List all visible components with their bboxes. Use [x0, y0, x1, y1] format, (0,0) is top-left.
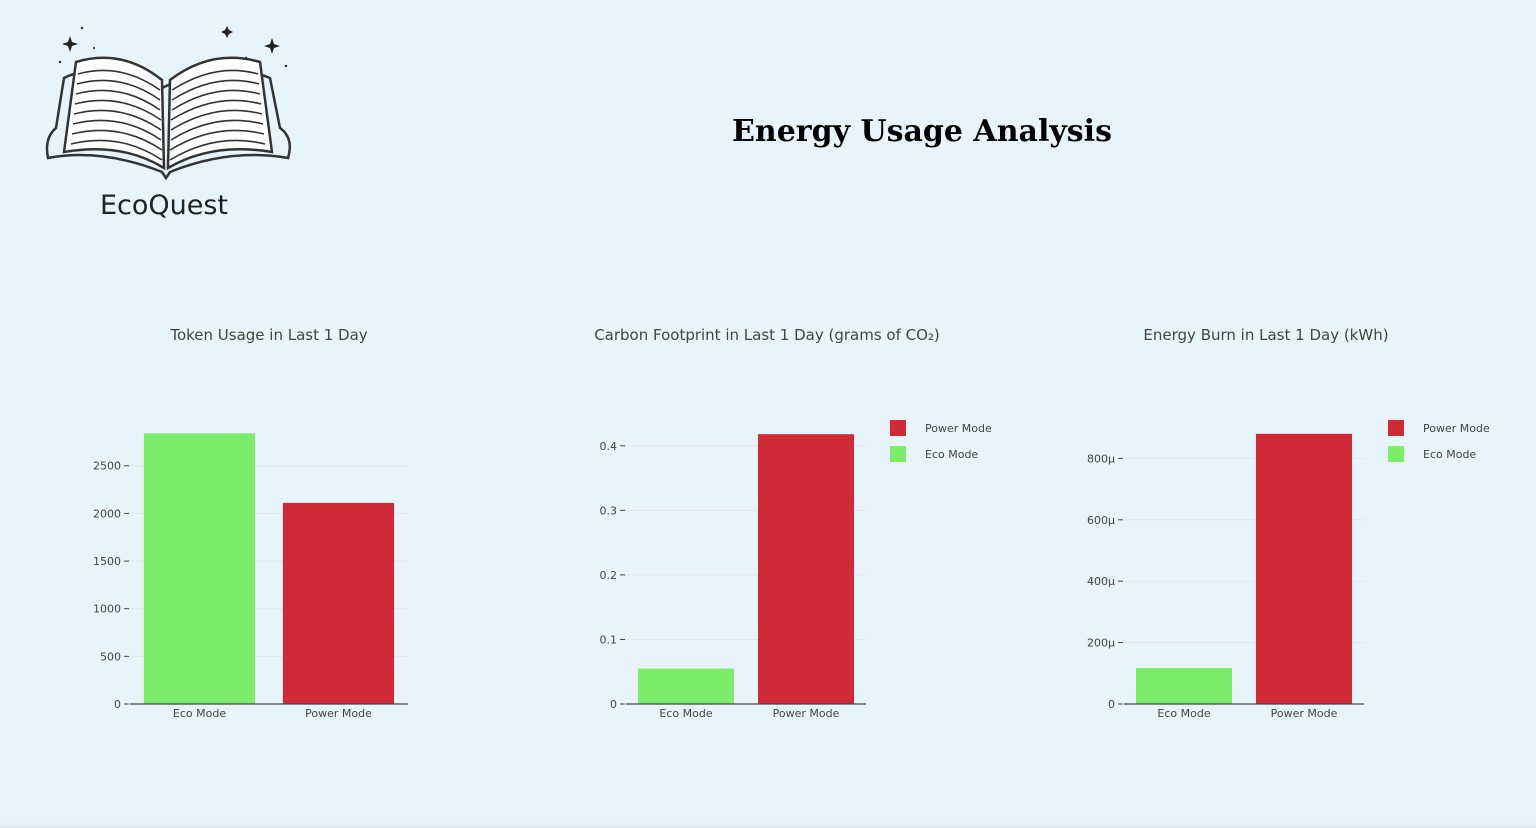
chart-title: Energy Burn in Last 1 Day (kWh) [1143, 326, 1388, 344]
x-tick-label: Power Mode [305, 707, 372, 720]
bar-eco-mode[interactable] [1136, 668, 1232, 704]
bar-power-mode[interactable] [1256, 433, 1352, 704]
x-tick-label: Power Mode [1271, 707, 1338, 720]
page-bottom-edge [0, 822, 1536, 828]
y-tick-label: 0.1 [600, 633, 618, 646]
bar-power-mode[interactable] [758, 434, 854, 704]
legend-swatch[interactable] [890, 420, 906, 436]
legend-swatch[interactable] [890, 446, 906, 462]
bar-power-mode[interactable] [282, 502, 395, 704]
y-tick-label: 2000 [93, 507, 121, 520]
bar-eco-mode[interactable] [638, 668, 734, 705]
y-tick-label: 0 [1108, 698, 1115, 711]
open-book-icon [45, 26, 291, 181]
legend-swatch[interactable] [1388, 420, 1404, 436]
y-tick-label: 0.4 [600, 440, 618, 453]
x-tick-label: Eco Mode [173, 707, 226, 720]
legend-label[interactable]: Eco Mode [1423, 448, 1476, 461]
token-usage-chart: Token Usage in Last 1 Day 0 500 1000 1500 200… [64, 320, 544, 740]
y-tick-label: 0 [610, 698, 617, 711]
page-title: Energy Usage Analysis [732, 114, 1112, 149]
chart-title: Carbon Footprint in Last 1 Day (grams of… [594, 326, 940, 344]
x-tick-label: Eco Mode [659, 707, 712, 720]
legend-label[interactable]: Power Mode [1423, 422, 1490, 435]
x-tick-label: Power Mode [773, 707, 840, 720]
y-tick-label: 400μ [1087, 575, 1115, 588]
legend-label[interactable]: Power Mode [925, 422, 992, 435]
x-tick-label: Eco Mode [1157, 707, 1210, 720]
y-tick-label: 1500 [93, 555, 121, 568]
legend-label[interactable]: Eco Mode [925, 448, 978, 461]
bar-eco-mode[interactable] [143, 433, 256, 704]
y-tick-label: 1000 [93, 603, 121, 616]
y-tick-label: 500 [100, 650, 121, 663]
legend-swatch[interactable] [1388, 446, 1404, 462]
y-tick-label: 600μ [1087, 514, 1115, 527]
ecoquest-logo[interactable]: EcoQuest [34, 18, 302, 238]
energy-burn-chart: Energy Burn in Last 1 Day (kWh) 0 200μ 400μ… [1058, 320, 1536, 740]
y-tick-label: 0 [114, 698, 121, 711]
y-tick-label: 200μ [1087, 637, 1115, 650]
y-tick-label: 0.3 [600, 504, 618, 517]
y-tick-label: 0.2 [600, 569, 618, 582]
carbon-footprint-chart: Carbon Footprint in Last 1 Day (grams of… [560, 320, 1040, 740]
brand-name: EcoQuest [99, 190, 229, 221]
y-tick-label: 800μ [1087, 452, 1115, 465]
y-tick-label: 2500 [93, 460, 121, 473]
chart-title: Token Usage in Last 1 Day [169, 326, 367, 344]
